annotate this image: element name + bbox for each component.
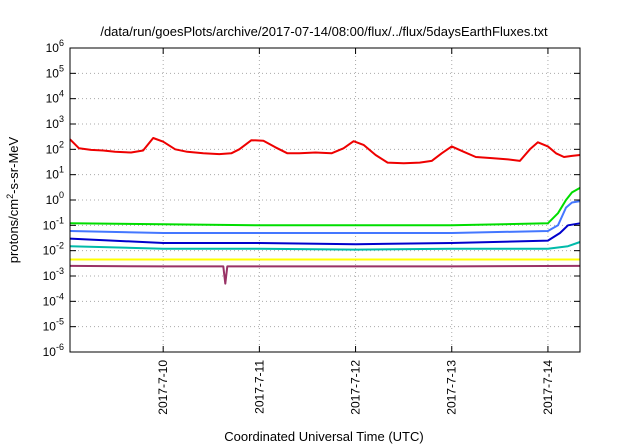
- y-tick-exponent: 5: [59, 63, 64, 73]
- y-tick-exponent: -5: [56, 317, 64, 327]
- y-tick-label: 10-6: [43, 342, 64, 359]
- y-tick-exponent: 4: [59, 89, 64, 99]
- y-axis-title-prefix: protons/cm: [6, 199, 21, 263]
- series-line-5: [69, 241, 581, 251]
- y-tick-base: 10: [43, 320, 57, 334]
- plot-frame: [69, 47, 581, 353]
- y-tick-label: 10-2: [43, 241, 64, 258]
- y-tick-label: 10-1: [43, 215, 64, 232]
- y-tick-base: 10: [46, 168, 60, 182]
- y-tick-base: 10: [46, 117, 60, 131]
- y-tick-label: 104: [46, 89, 64, 106]
- y-tick-label: 100: [46, 190, 64, 207]
- y-tick-exponent: 0: [59, 190, 64, 200]
- x-axis-ticks: 2017-7-10 2017-7-11 2017-7-12 2017-7-13 2017…: [156, 48, 555, 415]
- x-tick-label: 2017-7-14: [541, 360, 555, 415]
- y-tick-label: 10-5: [43, 317, 64, 334]
- x-tick-label: 2017-7-12: [349, 360, 363, 415]
- y-tick-base: 10: [43, 294, 57, 308]
- y-tick-exponent: -1: [56, 215, 64, 225]
- x-tick-label: 2017-7-10: [156, 360, 170, 415]
- y-tick-exponent: -2: [56, 241, 64, 251]
- x-axis-title: Coordinated Universal Time (UTC): [224, 429, 423, 444]
- y-tick-base: 10: [43, 269, 57, 283]
- y-tick-base: 10: [46, 142, 60, 156]
- y-axis-ticks: 10-610-510-410-310-210-11001011021031041…: [43, 38, 580, 359]
- y-tick-base: 10: [43, 218, 57, 232]
- x-tick-label: 2017-7-11: [252, 360, 266, 414]
- y-tick-label: 106: [46, 38, 64, 55]
- y-tick-label: 101: [46, 165, 64, 182]
- series-line-3: [69, 200, 581, 234]
- series-line-1: [69, 137, 581, 165]
- y-tick-exponent: 3: [59, 114, 64, 124]
- y-tick-label: 103: [46, 114, 64, 131]
- y-tick-base: 10: [46, 92, 60, 106]
- y-axis-title: protons/cm2-s-sr-MeV: [5, 136, 21, 263]
- y-tick-exponent: 6: [59, 38, 64, 48]
- y-tick-exponent: -6: [56, 342, 64, 352]
- y-tick-exponent: -4: [56, 291, 64, 301]
- y-tick-base: 10: [43, 244, 57, 258]
- y-tick-exponent: 1: [59, 165, 64, 175]
- series-group: [69, 137, 581, 285]
- y-tick-label: 10-3: [43, 266, 64, 283]
- y-tick-label: 102: [46, 139, 64, 156]
- y-tick-base: 10: [43, 345, 57, 359]
- y-axis-title-superscript: 2: [5, 194, 15, 199]
- y-tick-exponent: -3: [56, 266, 64, 276]
- series-line-4: [69, 222, 581, 246]
- x-tick-label: 2017-7-13: [445, 360, 459, 415]
- y-tick-base: 10: [46, 41, 60, 55]
- series-line-7: [69, 264, 581, 285]
- grid-lines: [70, 48, 580, 352]
- y-tick-label: 10-4: [43, 291, 64, 308]
- chart-title: /data/run/goesPlots/archive/2017-07-14/0…: [100, 24, 548, 39]
- y-axis-title-suffix: -s-sr-MeV: [6, 136, 21, 193]
- y-tick-exponent: 2: [59, 139, 64, 149]
- y-tick-base: 10: [46, 193, 60, 207]
- y-tick-base: 10: [46, 66, 60, 80]
- series-line-2: [69, 187, 581, 227]
- y-tick-label: 105: [46, 63, 64, 80]
